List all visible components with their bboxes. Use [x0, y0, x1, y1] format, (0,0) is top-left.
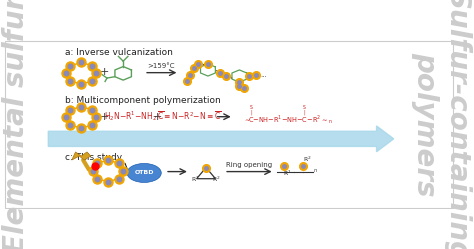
Text: $\mathregular{\overline{C}{\equiv}N{-}R^2{-}N{\equiv}\overline{C}}$: $\mathregular{\overline{C}{\equiv}N{-}R^… — [156, 110, 221, 123]
Text: R$^1$: R$^1$ — [283, 169, 292, 178]
Text: >159°C: >159°C — [147, 62, 175, 68]
Text: ...: ... — [260, 72, 267, 78]
Text: c: This study: c: This study — [65, 153, 122, 162]
Text: Sulfur-containing
polymers: Sulfur-containing polymers — [411, 0, 472, 249]
Text: b: Multicomponent polymerization: b: Multicomponent polymerization — [65, 96, 221, 105]
Text: +: + — [153, 112, 162, 122]
FancyArrow shape — [48, 126, 394, 152]
Polygon shape — [72, 152, 91, 160]
Text: $_n$: $_n$ — [313, 167, 318, 175]
Text: R$^2$: R$^2$ — [212, 175, 221, 184]
Text: a: Inverse vulcanization: a: Inverse vulcanization — [65, 48, 173, 57]
Text: $\mathregular{H_2N{-}R^1{-}NH_2}$: $\mathregular{H_2N{-}R^1{-}NH_2}$ — [104, 109, 157, 123]
Text: Ring opening: Ring opening — [226, 162, 272, 168]
Ellipse shape — [127, 163, 161, 183]
Text: OTBD: OTBD — [134, 171, 154, 176]
Text: $\mathregular{{\sim}\!\!\overset{S}{\overset{|}{C}}\!{-}NH{-}R^1{-}NH{-}\overset: $\mathregular{{\sim}\!\!\overset{S}{\ove… — [243, 105, 333, 127]
Text: +: + — [100, 67, 109, 77]
Text: R$^2$: R$^2$ — [302, 155, 311, 164]
Text: +: + — [100, 112, 109, 122]
Text: Elemental sulfur: Elemental sulfur — [2, 0, 30, 249]
Text: R$^1$: R$^1$ — [191, 175, 200, 184]
